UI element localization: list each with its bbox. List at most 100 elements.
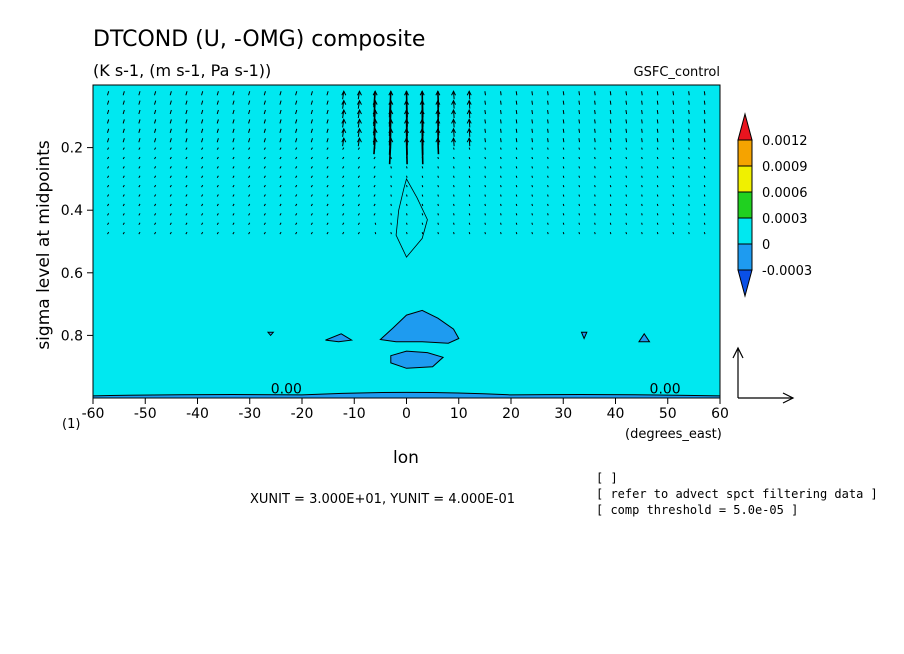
vector-mark [453,138,455,147]
vector-head [372,118,378,124]
vector-head [388,99,394,105]
vector-mark [279,138,282,143]
vector-mark [326,156,329,160]
vector-mark [106,109,110,115]
vector-mark [342,156,345,160]
vector-mark [373,184,376,188]
vector-mark [437,222,439,225]
vector-mark [390,185,392,188]
vector-mark [169,138,172,143]
vector-head [451,137,456,143]
vector-mark [547,156,549,160]
vector-mark [263,147,266,150]
vector-mark [342,231,345,235]
vector-mark [703,91,706,96]
vector-mark [421,203,424,207]
vector-mark [688,109,690,115]
vector-mark [625,166,628,169]
vector-head [388,118,394,124]
vector-mark [107,203,110,207]
vector-mark [421,175,424,178]
vector-mark [357,147,360,150]
vector-head [435,99,441,105]
vector-mark [515,222,518,225]
vector-mark [310,138,313,143]
vector-mark [531,185,533,188]
vector-mark [625,119,628,124]
vector-mark [500,166,502,169]
vector-mark [342,203,345,207]
vector-mark [625,147,628,150]
vector-mark [107,147,110,150]
vector-mark [672,231,675,235]
vector-mark [688,222,690,225]
vector-mark [107,184,110,188]
vector-mark [484,91,486,96]
vector-head [357,90,362,96]
vector-head [435,118,441,124]
vector-mark [169,203,172,207]
vector-mark [295,213,298,216]
vector-mark [201,166,204,169]
vector-mark [107,156,110,160]
vector-mark [468,222,471,225]
vector-mark [216,156,219,160]
vector-mark [201,184,204,188]
vector-mark [547,109,549,115]
vector-mark [609,119,612,124]
vector-mark [703,185,706,188]
vector-mark [609,100,612,105]
vector-mark [531,203,533,207]
vector-mark [484,203,486,207]
vector-mark [406,185,408,188]
vector-mark [122,184,125,188]
vector-head [388,108,394,115]
negative-region-center-lower [390,350,445,369]
vector-mark [390,194,392,197]
vector-mark [122,128,125,133]
vector-mark [216,100,219,105]
vector-mark [310,213,313,216]
vector-mark [484,138,486,143]
vector-mark [500,119,502,124]
vector-mark [310,91,313,96]
vector-mark [453,175,455,178]
vector-mark [437,147,439,150]
vector-head [341,108,347,115]
vector-mark [688,175,690,178]
vector-mark [248,203,251,207]
vector-mark [515,175,518,178]
vector-mark [138,166,141,169]
vector-mark [562,91,565,96]
vector-mark [122,91,125,96]
vector-mark [310,147,313,150]
vector-mark [578,166,581,169]
vector-mark [641,203,643,207]
vector-mark [232,100,235,105]
vector-mark [531,128,533,133]
vector-mark [154,222,157,225]
vector-mark [154,194,157,197]
vector-mark [437,185,439,188]
vector-mark [326,109,329,115]
colorbar-segment [737,191,753,219]
vector-mark [641,91,643,96]
vector-mark [453,213,455,216]
vector-mark [295,194,298,197]
vector-mark [547,231,549,235]
vector-mark [547,185,549,188]
vector-mark [484,213,486,216]
chart-subtitle: (K s-1, (m s-1, Pa s-1)) [93,61,271,80]
vector-mark [484,222,486,225]
vector-mark [594,213,596,216]
vector-mark [703,119,706,124]
vector-mark [107,166,110,169]
vector-mark [390,222,392,225]
vector-head [372,108,378,115]
vector-mark [216,91,219,96]
vector-mark [138,119,141,124]
bottom-band [92,391,721,399]
x-tick-label: 50 [659,406,677,422]
x-tick-label: 30 [554,406,572,422]
